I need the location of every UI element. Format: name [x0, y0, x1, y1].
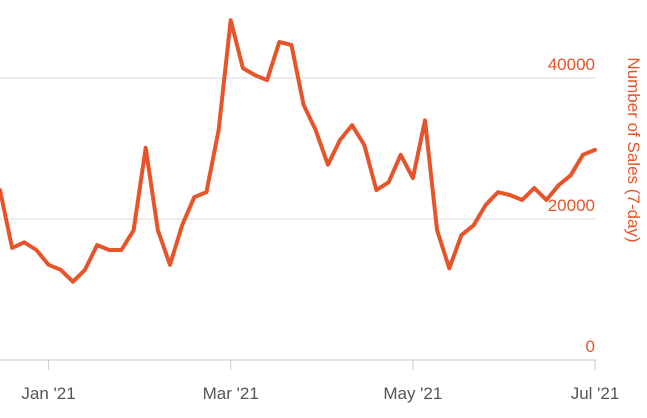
y-tick-label: 20000: [548, 196, 595, 215]
x-tick-label: Jul '21: [571, 384, 620, 403]
y-axis-title: Number of Sales (7-day): [624, 57, 643, 242]
x-tick-label: May '21: [383, 384, 442, 403]
x-tick-label: Jan '21: [21, 384, 75, 403]
y-tick-label: 0: [586, 337, 595, 356]
y-tick-label: 40000: [548, 55, 595, 74]
x-tick-label: Mar '21: [203, 384, 259, 403]
line: [0, 18, 597, 284]
